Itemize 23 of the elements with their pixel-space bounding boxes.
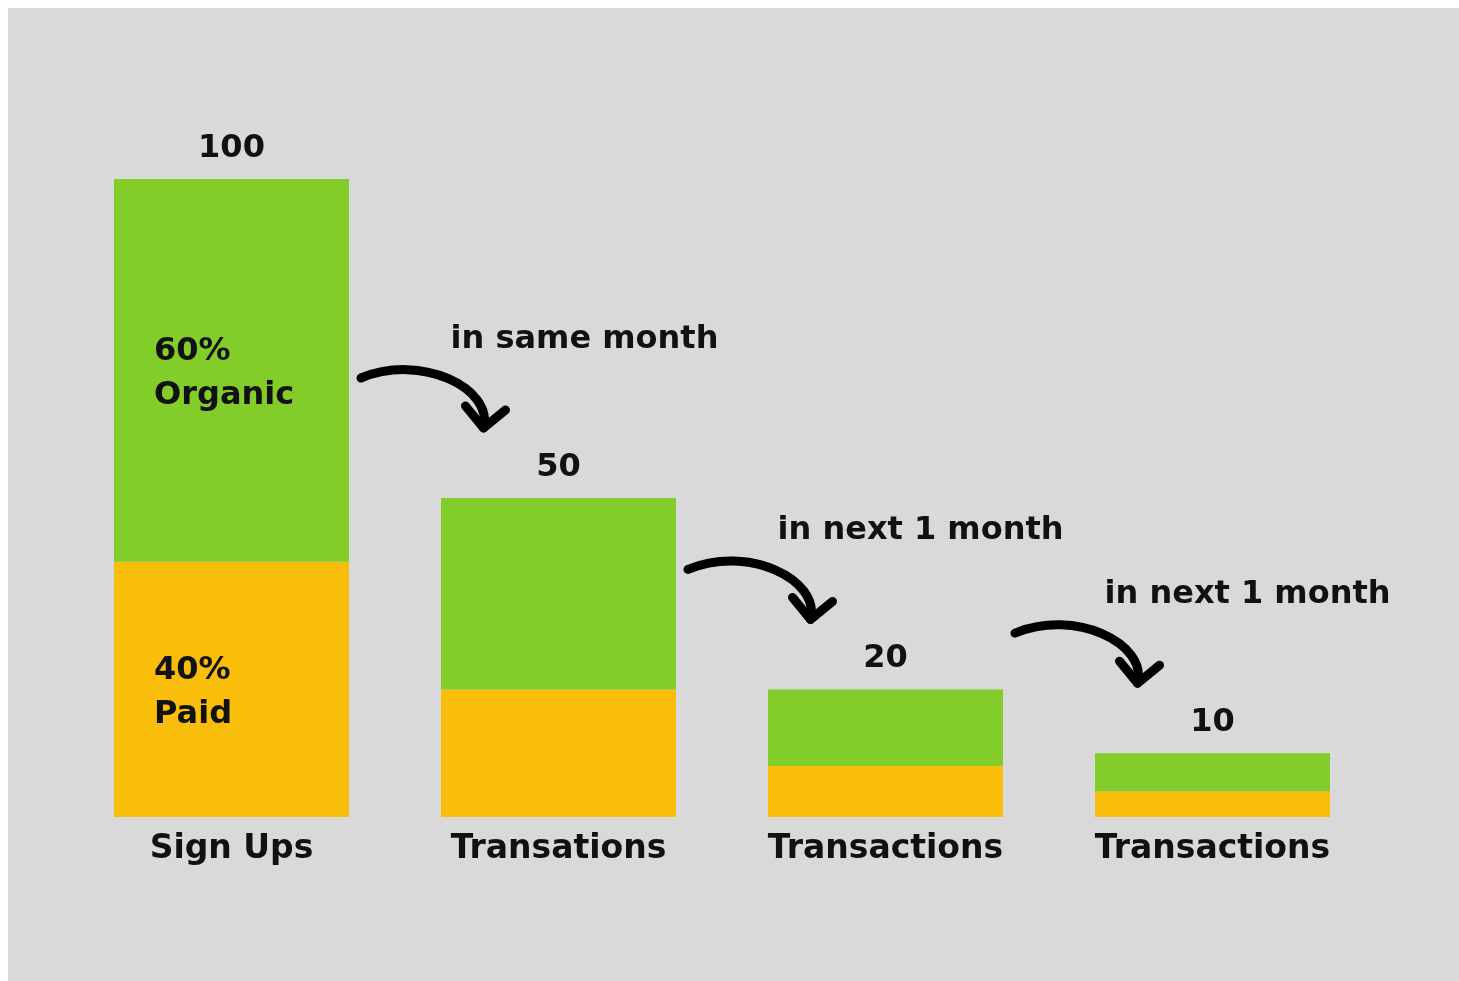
total-label: 20 <box>863 637 908 676</box>
annotation: in same month <box>450 318 719 356</box>
x-tick-label: Transactions <box>1094 827 1331 867</box>
total-label: 100 <box>198 127 265 165</box>
bar <box>768 765 1003 817</box>
bar <box>1095 753 1330 792</box>
data-label: 60% <box>154 330 231 369</box>
series-label: Organic <box>154 374 295 413</box>
total-label: 50 <box>536 446 581 484</box>
bar <box>768 689 1003 766</box>
bar <box>441 689 676 817</box>
x-tick-label: Sign Ups <box>149 827 314 867</box>
annotation: in next 1 month <box>777 509 1064 548</box>
x-tick-label: Transactions <box>767 827 1004 867</box>
bar <box>1095 791 1330 817</box>
total-label: 10 <box>1190 701 1235 740</box>
bar <box>441 498 676 690</box>
annotation: in next 1 month <box>1104 573 1391 612</box>
bar <box>114 179 349 562</box>
series-label: Paid <box>154 693 233 732</box>
bar <box>114 561 349 817</box>
x-tick-label: Transations <box>450 827 667 867</box>
data-label: 40% <box>154 649 231 688</box>
